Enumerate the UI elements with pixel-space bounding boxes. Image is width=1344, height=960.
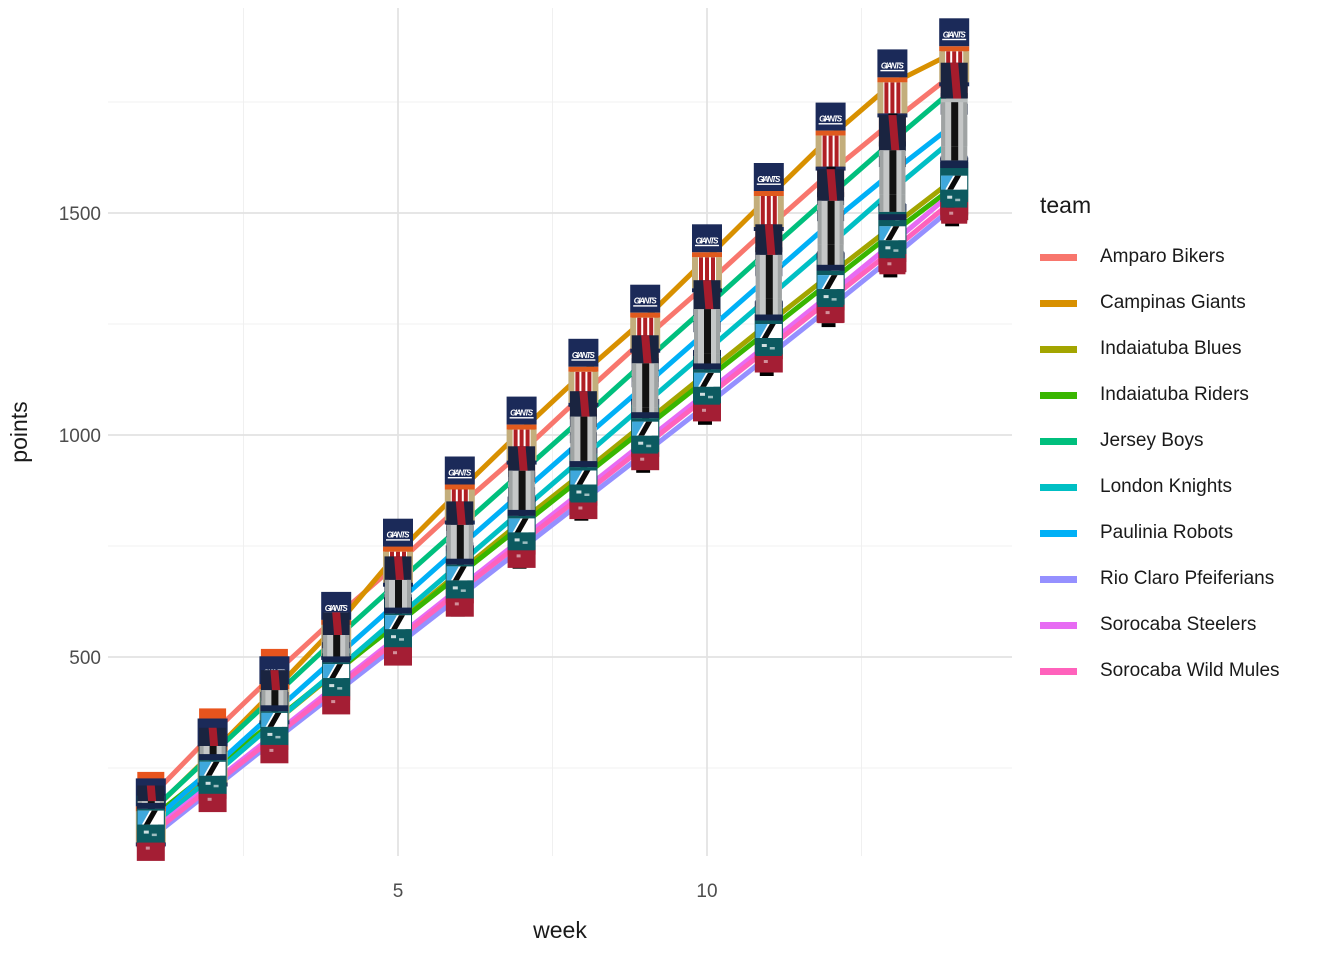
- legend-item-london-knights: London Knights: [1040, 464, 1280, 510]
- legend-label-rio-claro-pfeiferians: Rio Claro Pfeiferians: [1100, 568, 1275, 589]
- legend-item-paulinia-robots: Paulinia Robots: [1040, 510, 1280, 556]
- y-tick-500: 500: [69, 648, 101, 669]
- legend-swatch-london-knights: [1040, 483, 1077, 491]
- legend-swatch-sorocaba-steelers: [1040, 621, 1077, 629]
- legend-label-london-knights: London Knights: [1100, 476, 1233, 497]
- logo-markers: GIANTS GIANTS GIANTS GIANTS GIANTS GIANTS GIAN…: [135, 18, 970, 861]
- legend-title: team: [1040, 192, 1092, 218]
- x-tick-5: 5: [393, 881, 404, 902]
- legend-label-indaiatuba-blues: Indaiatuba Blues: [1100, 338, 1242, 359]
- legend-label-sorocaba-steelers: Sorocaba Steelers: [1100, 614, 1257, 635]
- svg-text:GIANTS: GIANTS: [448, 469, 472, 478]
- legend-item-jersey-boys: Jersey Boys: [1040, 418, 1280, 464]
- legend-swatch-amparo-bikers: [1040, 253, 1077, 261]
- svg-text:GIANTS: GIANTS: [696, 236, 720, 245]
- legend-items: Amparo Bikers Campinas Giants Indaiatuba B…: [1040, 234, 1280, 694]
- svg-text:GIANTS: GIANTS: [387, 531, 411, 540]
- legend-swatch-paulinia-robots: [1040, 529, 1077, 537]
- legend-swatch-rio-claro-pfeiferians: [1040, 575, 1077, 583]
- svg-text:GIANTS: GIANTS: [325, 604, 349, 613]
- legend-swatch-indaiatuba-blues: [1040, 345, 1077, 353]
- legend-item-amparo-bikers: Amparo Bikers: [1040, 234, 1280, 280]
- svg-text:GIANTS: GIANTS: [943, 30, 967, 39]
- svg-text:GIANTS: GIANTS: [881, 61, 905, 70]
- y-tick-1500: 1500: [59, 204, 101, 225]
- legend-label-campinas-giants: Campinas Giants: [1100, 292, 1246, 313]
- x-axis-label: week: [532, 917, 587, 943]
- legend-item-indaiatuba-blues: Indaiatuba Blues: [1040, 326, 1280, 372]
- y-tick-1000: 1000: [59, 426, 101, 447]
- x-tick-10: 10: [696, 881, 717, 902]
- legend-swatch-campinas-giants: [1040, 299, 1077, 307]
- legend-swatch-indaiatuba-riders: [1040, 391, 1077, 399]
- legend-label-amparo-bikers: Amparo Bikers: [1100, 246, 1225, 267]
- svg-text:GIANTS: GIANTS: [757, 175, 781, 184]
- legend-label-paulinia-robots: Paulinia Robots: [1100, 522, 1234, 543]
- legend-item-campinas-giants: Campinas Giants: [1040, 280, 1280, 326]
- svg-text:GIANTS: GIANTS: [634, 297, 658, 306]
- y-axis-label: points: [6, 401, 32, 462]
- markers-sorocaba-wild-mules: [137, 175, 968, 859]
- legend-item-sorocaba-steelers: Sorocaba Steelers: [1040, 602, 1280, 648]
- svg-text:GIANTS: GIANTS: [510, 409, 534, 418]
- svg-text:GIANTS: GIANTS: [819, 115, 843, 124]
- legend-label-jersey-boys: Jersey Boys: [1100, 430, 1204, 451]
- legend-swatch-jersey-boys: [1040, 437, 1077, 445]
- svg-text:GIANTS: GIANTS: [572, 351, 596, 360]
- legend-item-rio-claro-pfeiferians: Rio Claro Pfeiferians: [1040, 556, 1280, 602]
- legend-label-indaiatuba-riders: Indaiatuba Riders: [1100, 384, 1249, 405]
- legend-label-sorocaba-wild-mules: Sorocaba Wild Mules: [1100, 660, 1280, 681]
- x-axis-tick-labels: 5 10: [393, 881, 718, 902]
- legend: team Amparo Bikers Campinas Giants Indaiat…: [1040, 192, 1280, 694]
- legend-item-indaiatuba-riders: Indaiatuba Riders: [1040, 372, 1280, 418]
- legend-item-sorocaba-wild-mules: Sorocaba Wild Mules: [1040, 648, 1280, 694]
- y-axis-tick-labels: 500 1000 1500: [59, 204, 101, 669]
- legend-swatch-sorocaba-wild-mules: [1040, 667, 1077, 675]
